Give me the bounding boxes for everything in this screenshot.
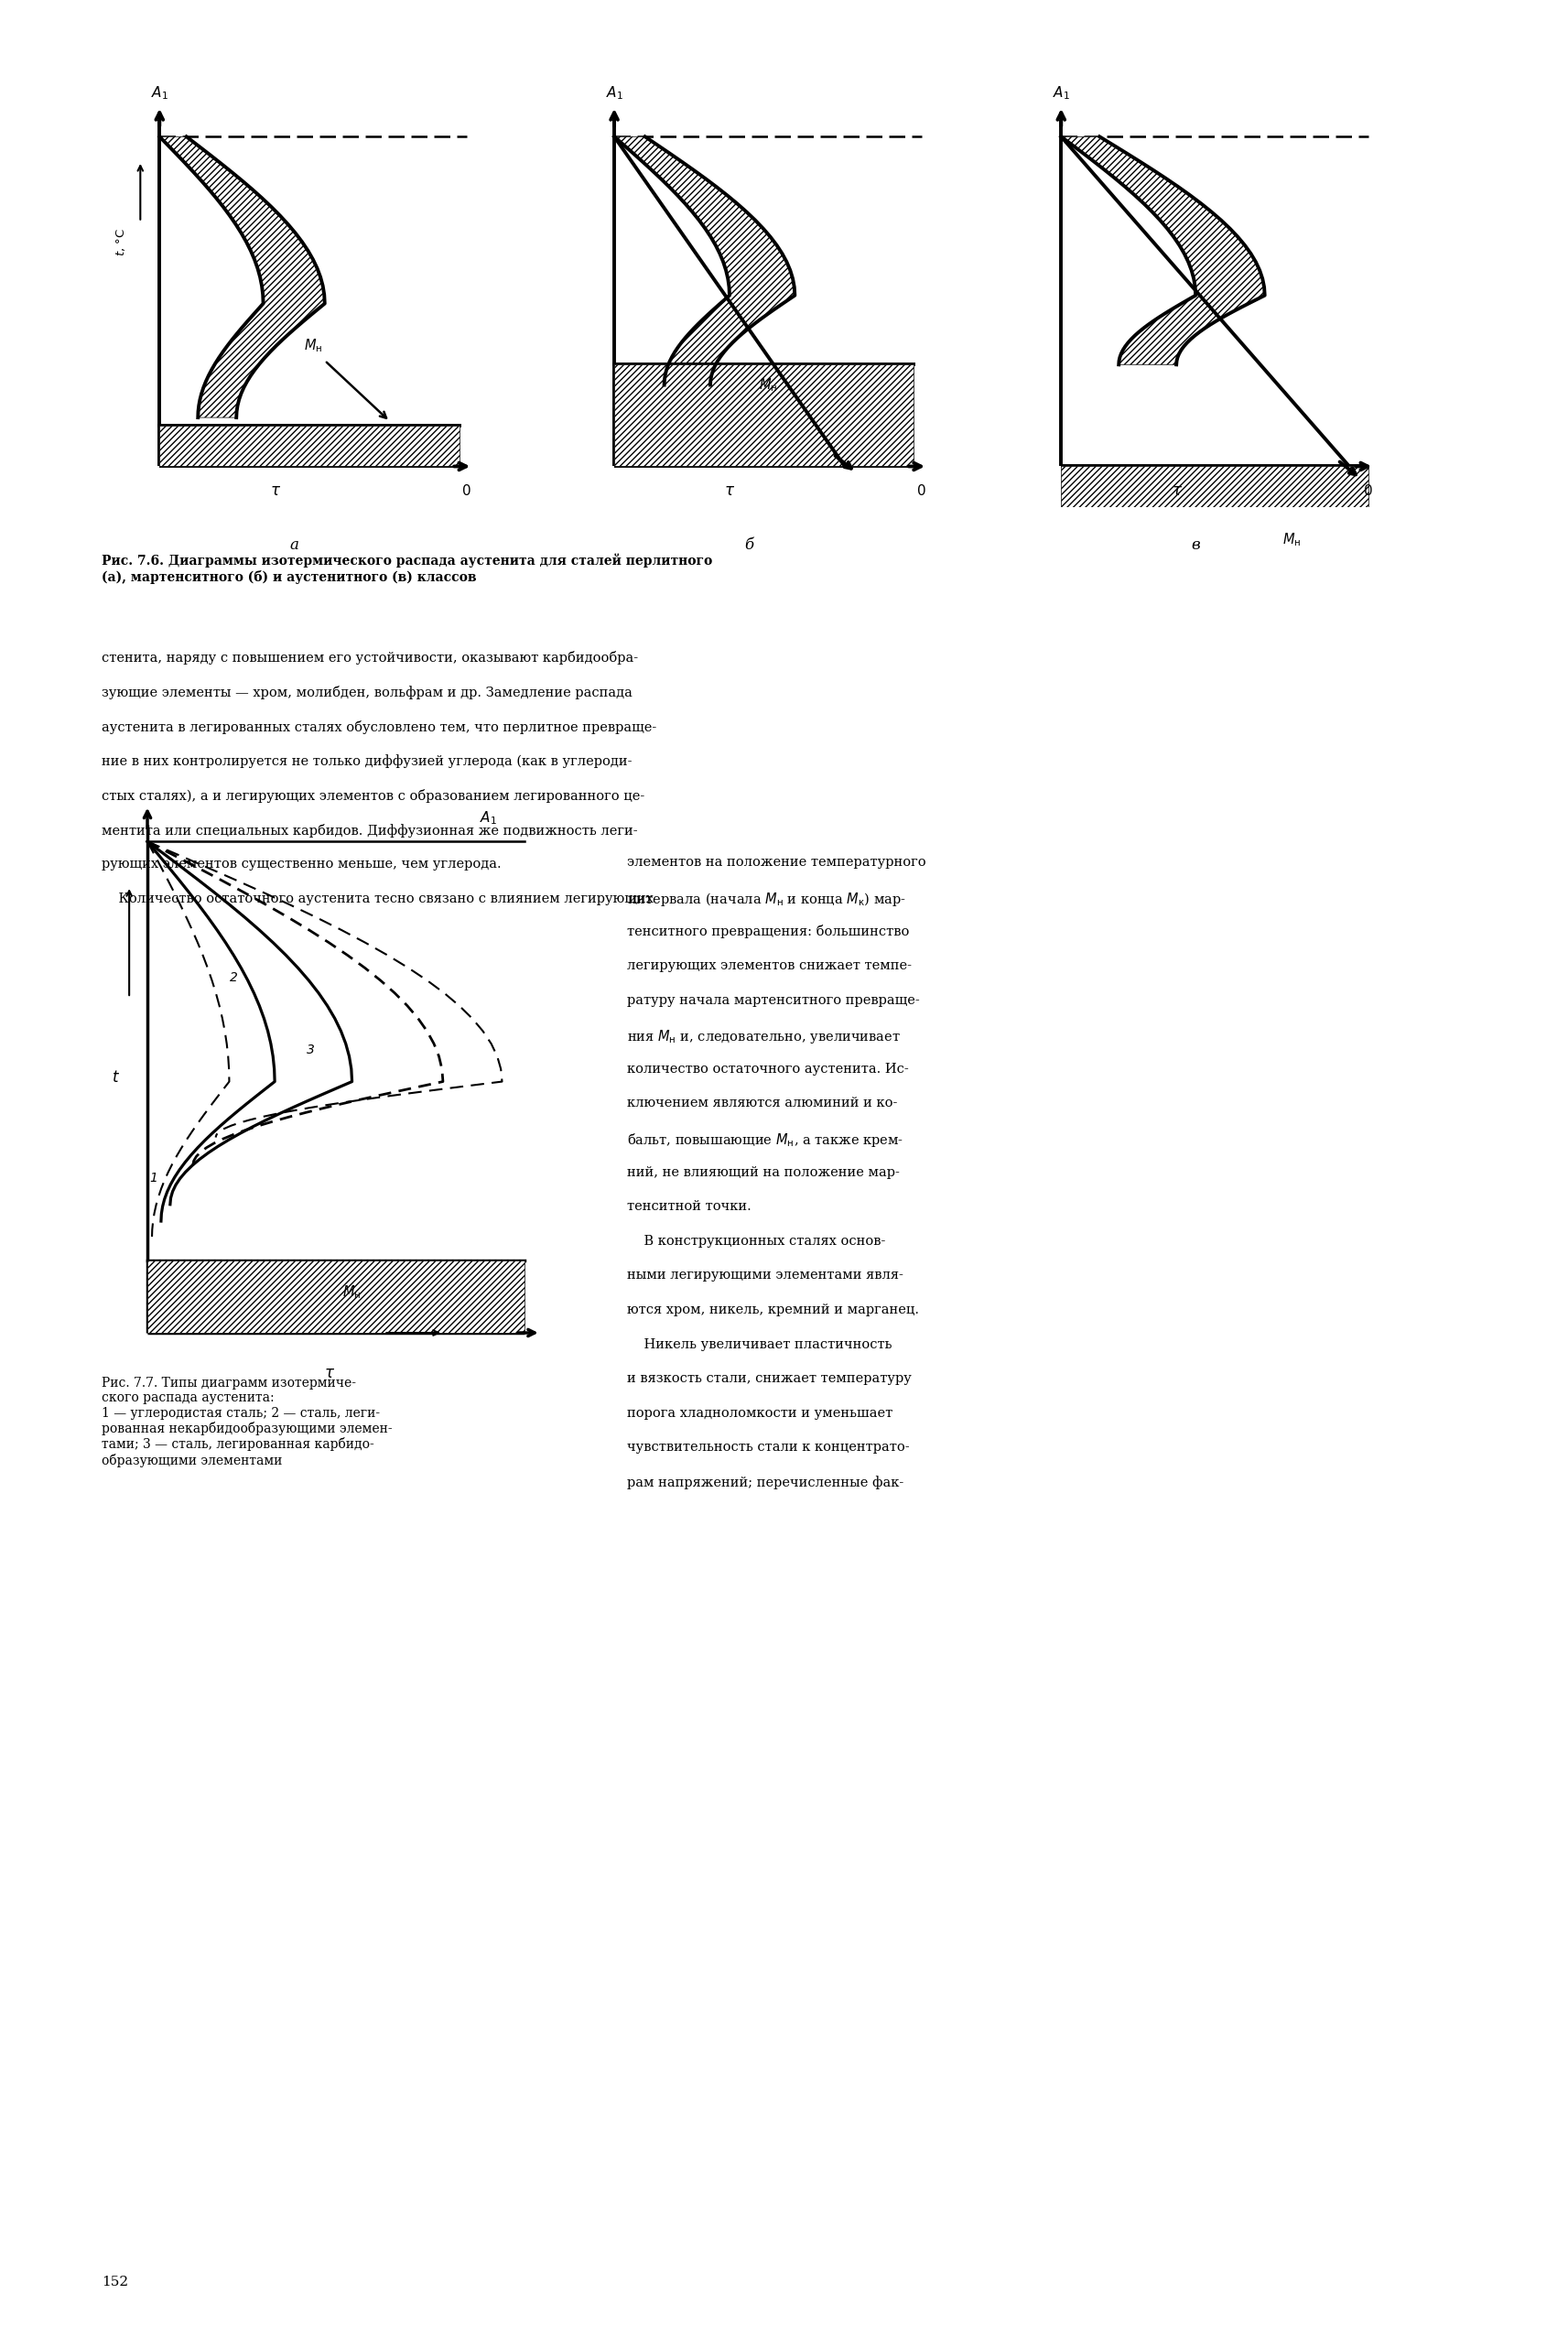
- Text: ными легирующими элементами явля-: ными легирующими элементами явля-: [627, 1270, 903, 1282]
- Text: Рис. 7.7. Типы диаграмм изотермиче-
ского распада аустенита:
1 — углеродистая ст: Рис. 7.7. Типы диаграмм изотермиче- ског…: [102, 1377, 392, 1468]
- Text: чувствительность стали к концентрато-: чувствительность стали к концентрато-: [627, 1442, 909, 1454]
- Text: $A_1$: $A_1$: [151, 86, 168, 102]
- Text: 0: 0: [1364, 484, 1374, 498]
- Text: элементов на положение температурного: элементов на положение температурного: [627, 856, 927, 870]
- Text: тенситной точки.: тенситной точки.: [627, 1200, 751, 1214]
- Text: стых сталях), а и легирующих элементов с образованием легированного це-: стых сталях), а и легирующих элементов с…: [102, 789, 644, 802]
- Text: тенситного превращения: большинство: тенситного превращения: большинство: [627, 926, 909, 940]
- Text: 3: 3: [307, 1044, 315, 1056]
- Text: интервала (начала $M_{\rm н}$ и конца $M_{\rm к}$) мар-: интервала (начала $M_{\rm н}$ и конца $M…: [627, 891, 906, 907]
- Polygon shape: [615, 137, 795, 384]
- Text: аустенита в легированных сталях обусловлено тем, что перлитное превраще-: аустенита в легированных сталях обусловл…: [102, 721, 657, 735]
- Text: $M_{\rm н}$: $M_{\rm н}$: [343, 1284, 361, 1300]
- Text: τ: τ: [270, 481, 279, 498]
- Text: рам напряжений; перечисленные фак-: рам напряжений; перечисленные фак-: [627, 1475, 903, 1489]
- Text: ние в них контролируется не только диффузией углерода (как в углероди-: ние в них контролируется не только диффу…: [102, 754, 632, 768]
- Text: 0: 0: [917, 484, 927, 498]
- Text: τ: τ: [1171, 481, 1181, 498]
- Text: порога хладноломкости и уменьшает: порога хладноломкости и уменьшает: [627, 1407, 892, 1419]
- Polygon shape: [147, 1261, 525, 1333]
- Text: легирующих элементов снижает темпе-: легирующих элементов снижает темпе-: [627, 958, 913, 972]
- Text: $A_1$: $A_1$: [480, 809, 497, 826]
- Text: $A_1$: $A_1$: [605, 86, 622, 102]
- Text: ратуру начала мартенситного превраще-: ратуру начала мартенситного превраще-: [627, 993, 920, 1007]
- Text: 152: 152: [102, 2275, 129, 2289]
- Text: $M_{\rm н}$: $M_{\rm н}$: [759, 377, 778, 393]
- Text: ются хром, никель, кремний и марганец.: ются хром, никель, кремний и марганец.: [627, 1303, 919, 1317]
- Text: бальт, повышающие $M_{\rm н}$, а также крем-: бальт, повышающие $M_{\rm н}$, а также к…: [627, 1130, 903, 1149]
- Text: б: б: [745, 537, 753, 554]
- Text: Количество остаточного аустенита тесно связано с влиянием легирующих: Количество остаточного аустенита тесно с…: [102, 893, 654, 905]
- Text: ментита или специальных карбидов. Диффузионная же подвижность леги-: ментита или специальных карбидов. Диффуз…: [102, 823, 638, 837]
- Polygon shape: [160, 137, 325, 419]
- Text: количество остаточного аустенита. Ис-: количество остаточного аустенита. Ис-: [627, 1063, 909, 1075]
- Text: стенита, наряду с повышением его устойчивости, оказывают карбидообра-: стенита, наряду с повышением его устойчи…: [102, 651, 638, 665]
- Polygon shape: [1062, 465, 1369, 528]
- Text: 2: 2: [229, 970, 237, 984]
- Text: Никель увеличивает пластичность: Никель увеличивает пластичность: [627, 1337, 892, 1351]
- Text: ний, не влияющий на положение мар-: ний, не влияющий на положение мар-: [627, 1165, 900, 1179]
- Text: $A_1$: $A_1$: [1052, 86, 1069, 102]
- Text: ния $M_{\rm н}$ и, следовательно, увеличивает: ния $M_{\rm н}$ и, следовательно, увелич…: [627, 1028, 900, 1044]
- Text: зующие элементы — хром, молибден, вольфрам и др. Замедление распада: зующие элементы — хром, молибден, вольфр…: [102, 686, 633, 700]
- Text: В конструкционных сталях основ-: В конструкционных сталях основ-: [627, 1235, 886, 1247]
- Text: а: а: [290, 537, 298, 554]
- Text: ключением являются алюминий и ко-: ключением являются алюминий и ко-: [627, 1098, 897, 1110]
- Text: 1: 1: [149, 1172, 158, 1184]
- Text: рующих элементов существенно меньше, чем углерода.: рующих элементов существенно меньше, чем…: [102, 858, 502, 870]
- Text: $M_{\rm н}$: $M_{\rm н}$: [304, 337, 323, 354]
- Polygon shape: [1062, 137, 1265, 365]
- Text: τ: τ: [325, 1365, 334, 1382]
- Polygon shape: [160, 426, 459, 465]
- Text: Рис. 7.6. Диаграммы изотермического распада аустенита для сталей перлитного
(а),: Рис. 7.6. Диаграммы изотермического расп…: [102, 554, 713, 584]
- Text: и вязкость стали, снижает температуру: и вязкость стали, снижает температуру: [627, 1372, 911, 1386]
- Text: $M_{\rm н}$: $M_{\rm н}$: [1283, 530, 1301, 549]
- Text: $t$: $t$: [111, 1068, 119, 1086]
- Text: τ: τ: [724, 481, 734, 498]
- Text: $t$, °С: $t$, °С: [114, 228, 127, 256]
- Text: в: в: [1192, 537, 1200, 554]
- Polygon shape: [615, 365, 914, 465]
- Text: 0: 0: [463, 484, 472, 498]
